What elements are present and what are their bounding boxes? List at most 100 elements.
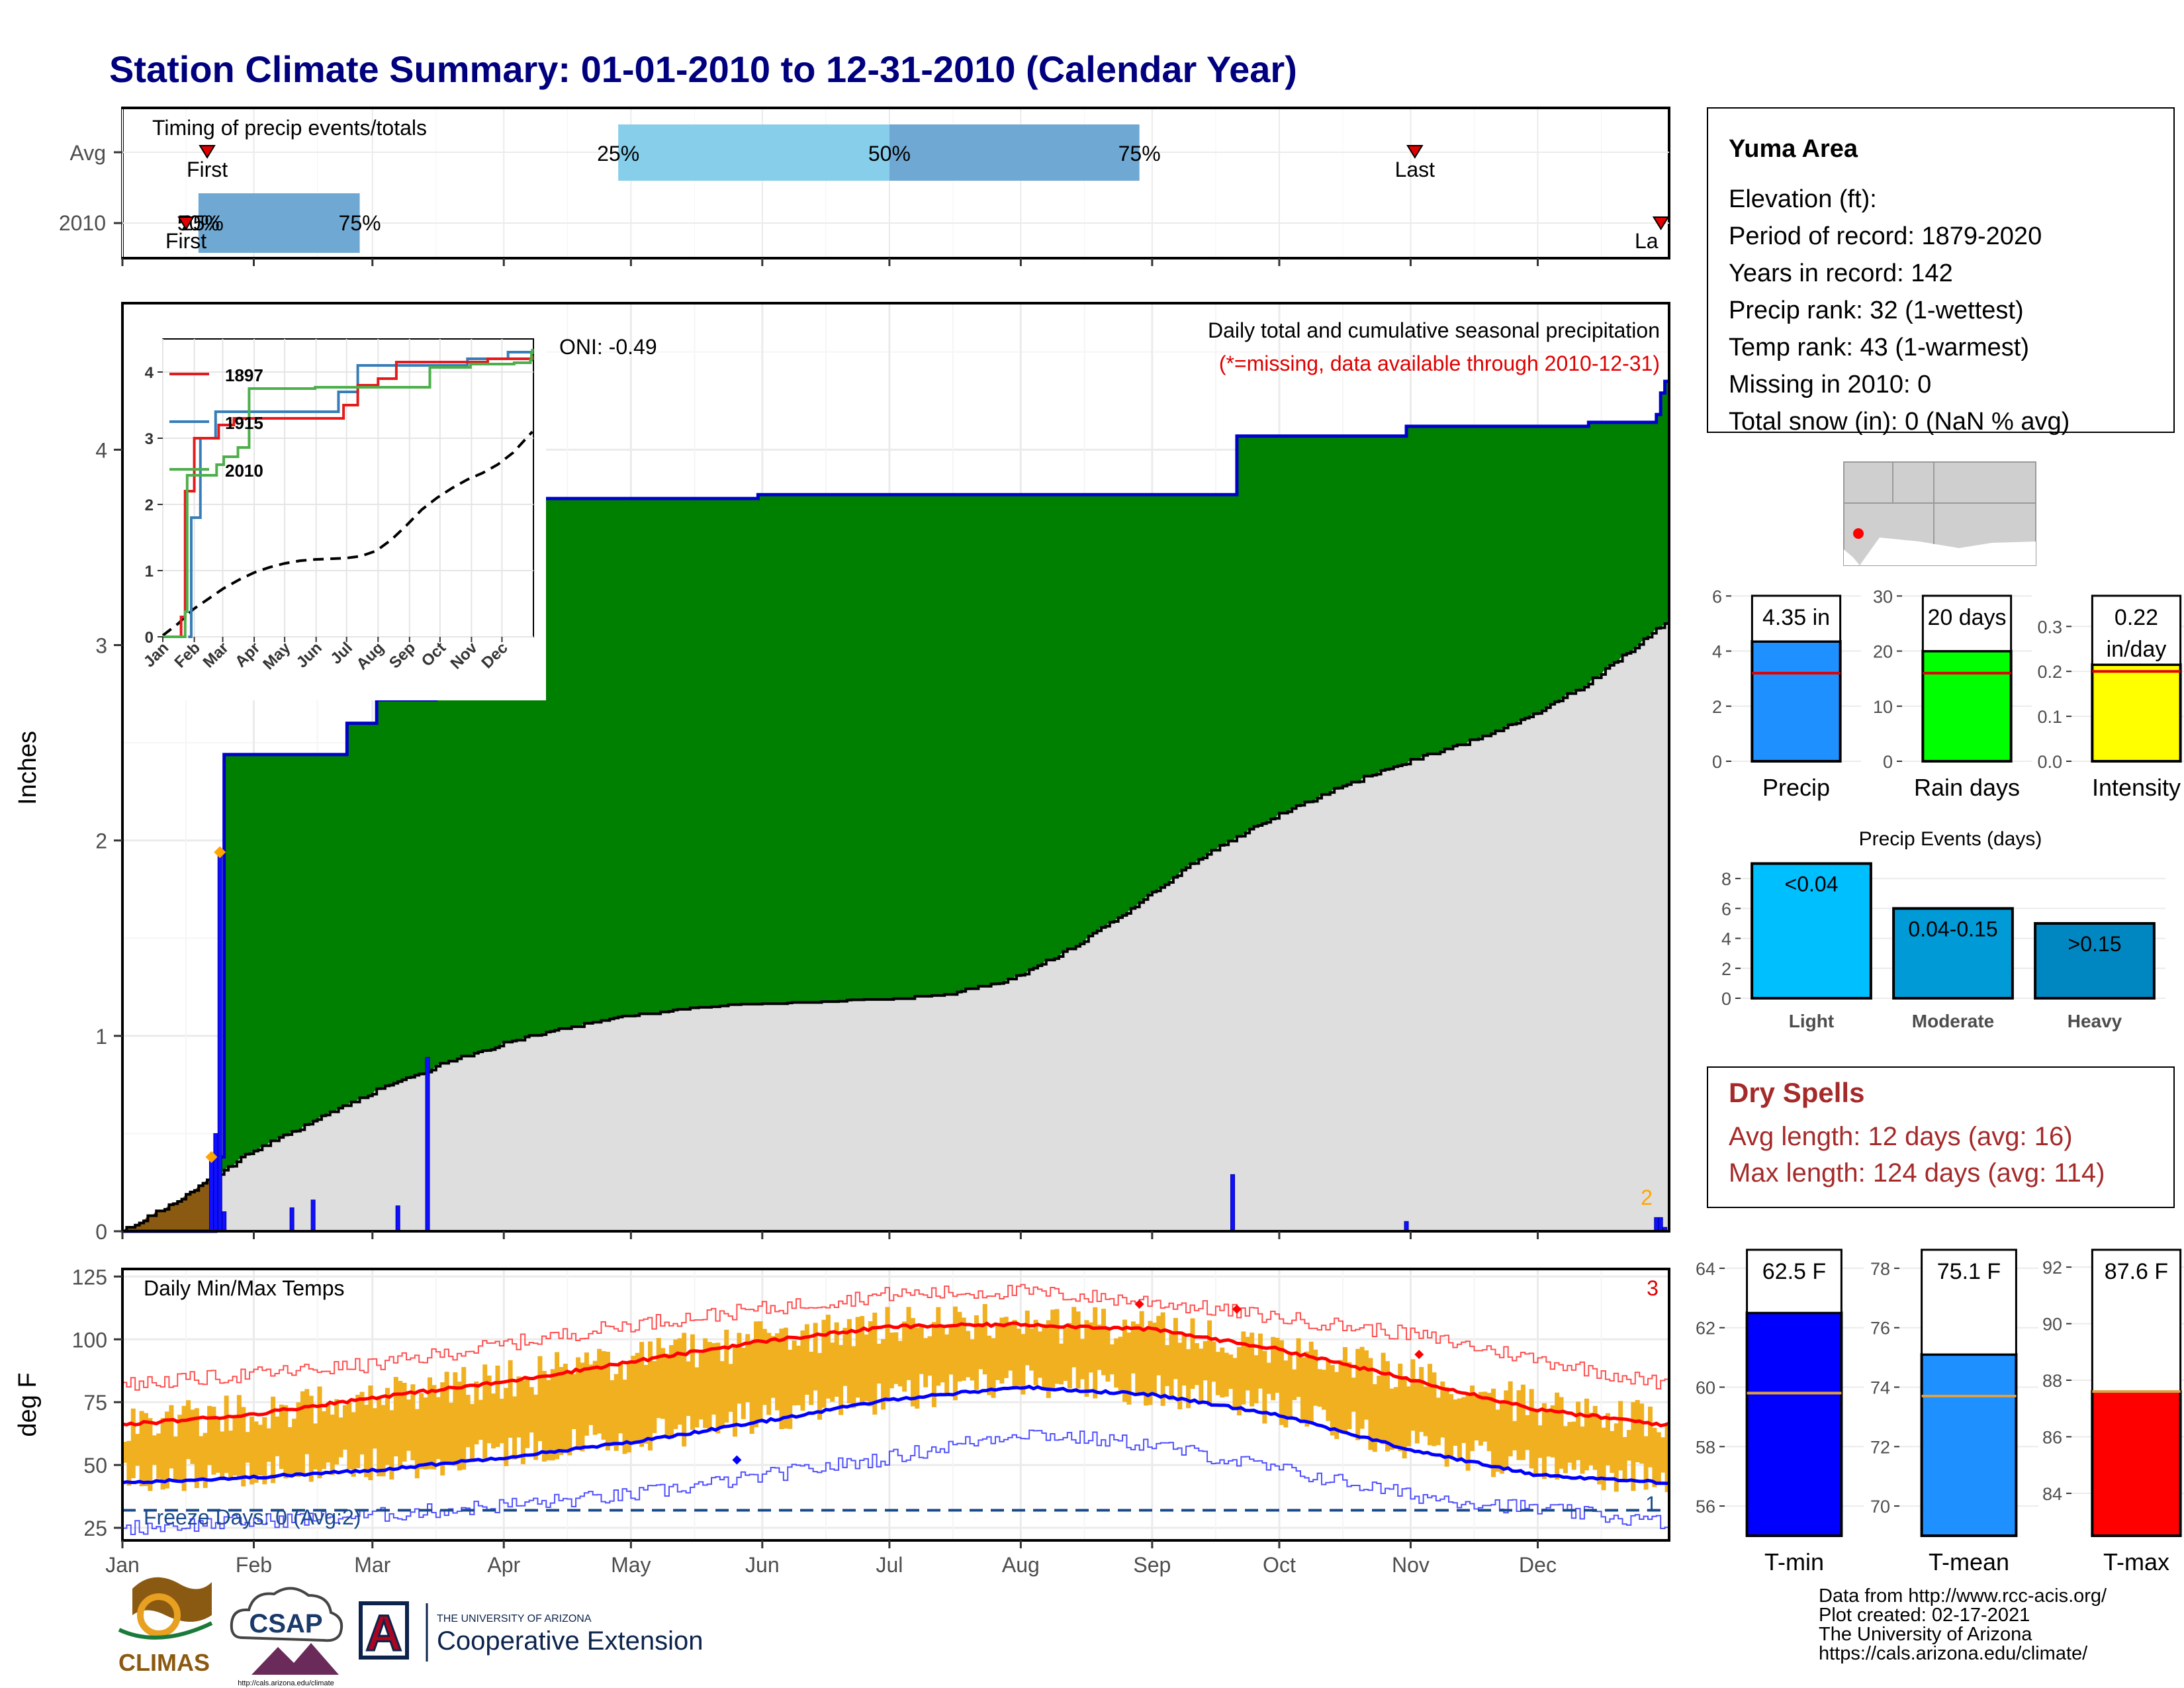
- daily-temp-bar: [1186, 1349, 1191, 1409]
- daily-temp-bar: [1372, 1384, 1377, 1452]
- month-label: Nov: [1392, 1553, 1430, 1577]
- daily-temp-bar: [1088, 1322, 1093, 1373]
- daily-temp-bar: [893, 1332, 899, 1384]
- daily-temp-bar: [326, 1402, 331, 1463]
- daily-temp-bar: [1097, 1325, 1102, 1370]
- rain-days-tick-label: 10: [1873, 697, 1893, 717]
- info-precip-rank: Precip rank: 32 (1-wettest): [1729, 297, 2024, 324]
- daily-temp-bar: [1067, 1323, 1072, 1389]
- daily-temp-bar: [1453, 1399, 1458, 1446]
- daily-temp-bar: [605, 1352, 610, 1451]
- month-label: Feb: [236, 1553, 272, 1577]
- daily-temp-bar: [690, 1334, 695, 1430]
- daily-temp-bar: [567, 1372, 572, 1456]
- daily-temp-bar: [1224, 1352, 1229, 1397]
- daily-temp-bar: [165, 1411, 170, 1489]
- daily-temp-bar: [1449, 1393, 1454, 1459]
- daily-temp-bar: [1402, 1376, 1407, 1459]
- daily-temp-bar: [440, 1382, 445, 1476]
- daily-temp-bar: [1071, 1307, 1077, 1368]
- ua-logo: A THE UNIVERSITY OF ARIZONA Cooperative …: [359, 1601, 703, 1663]
- event-range-label: >0.15: [2068, 932, 2122, 956]
- daily-temp-bar: [1555, 1392, 1560, 1479]
- month-label: Oct: [1263, 1553, 1296, 1577]
- avg-p75-label: 75%: [1118, 142, 1161, 165]
- daily-temp-bar: [368, 1385, 373, 1481]
- daily-temp-bar: [279, 1404, 284, 1470]
- inset-normal-line: [161, 430, 533, 637]
- daily-temp-bar: [300, 1391, 305, 1476]
- daily-temp-bar: [1368, 1358, 1373, 1450]
- daily-temp-bar: [203, 1432, 208, 1488]
- daily-temp-bar: [250, 1417, 255, 1485]
- daily-temp-bar: [1461, 1397, 1467, 1443]
- daily-temp-bar: [732, 1347, 737, 1437]
- daily-temp-bar: [1652, 1427, 1657, 1487]
- daily-temp-bar: [1037, 1331, 1042, 1378]
- footer-line-3: The University of Arizona: [1819, 1624, 2032, 1645]
- daily-temp-bar: [1406, 1386, 1412, 1446]
- precip-total-xlabel: Precip: [1762, 774, 1830, 801]
- daily-temp-bar: [1647, 1406, 1653, 1468]
- daily-temp-bar: [830, 1342, 835, 1402]
- month-label: Dec: [1519, 1553, 1557, 1577]
- precip-total-tick-label: 6: [1712, 586, 1722, 606]
- daily-temp-bar: [919, 1324, 924, 1374]
- footer-line-1: Data from http://www.rcc-acis.org/: [1819, 1585, 2107, 1607]
- daily-temp-bar: [1563, 1426, 1568, 1474]
- avg-bar-25-50: [618, 124, 889, 181]
- rain-days-tick-label: 20: [1873, 642, 1893, 662]
- daily-precip-bar: [425, 1056, 430, 1232]
- daily-temp-bar: [414, 1409, 420, 1479]
- tmean-bar: [1920, 1353, 2018, 1537]
- daily-temp-bar: [1622, 1436, 1627, 1481]
- daily-temp-bar: [1275, 1337, 1280, 1393]
- daily-temp-bar: [571, 1374, 576, 1429]
- daily-temp-bar: [1173, 1317, 1178, 1380]
- daily-temp-bar: [639, 1342, 645, 1447]
- daily-temp-bar: [1330, 1365, 1335, 1436]
- daily-temp-bar: [1118, 1336, 1123, 1391]
- dry-spells-box: Dry Spells Avg length: 12 days (avg: 16)…: [1707, 1066, 2175, 1208]
- daily-precip-bar: [222, 1211, 227, 1232]
- daily-temp-bar: [1084, 1320, 1089, 1397]
- month-label: Apr: [487, 1553, 520, 1577]
- daily-temp-bar: [1109, 1344, 1115, 1375]
- daily-temp-bar: [245, 1432, 250, 1463]
- daily-temp-bar: [1639, 1403, 1645, 1464]
- daily-temp-bar: [139, 1411, 144, 1487]
- daily-temp-bar: [432, 1385, 437, 1470]
- daily-temp-bar: [1152, 1322, 1157, 1395]
- tmin-tick-label: 56: [1696, 1497, 1715, 1517]
- daily-precip-bar: [1230, 1174, 1236, 1232]
- daily-temp-bar: [1313, 1349, 1318, 1406]
- avg-p50-label: 50%: [868, 142, 911, 165]
- tmax-bar: [2091, 1390, 2182, 1538]
- daily-temp-bar: [1571, 1421, 1576, 1470]
- daily-temp-bar: [1567, 1422, 1572, 1463]
- info-frame: [1707, 107, 2175, 433]
- daily-temp-bar: [622, 1380, 627, 1454]
- inset-legend-1915: 1915: [225, 413, 263, 433]
- daily-temp-bar: [800, 1330, 805, 1411]
- precip-panel-frame: [121, 302, 1670, 1233]
- daily-temp-bar: [1584, 1398, 1589, 1471]
- rain-days-tick-label: 30: [1873, 586, 1893, 606]
- daily-temp-bar: [398, 1381, 403, 1467]
- daily-temp-bar: [910, 1318, 915, 1407]
- ua-logo-block: [359, 1601, 409, 1660]
- temp-ylabel: deg F: [14, 1372, 42, 1436]
- daily-temp-bar: [1207, 1320, 1212, 1406]
- tmin-bar: [1745, 1311, 1843, 1537]
- daily-temp-bar: [1478, 1391, 1483, 1446]
- daily-temp-bar: [766, 1333, 772, 1415]
- record-high-marker: [1134, 1299, 1144, 1309]
- events-tick-label: 0: [1721, 989, 1731, 1009]
- daily-temp-bar: [626, 1362, 631, 1453]
- dry-spells-title: Dry Spells: [1729, 1077, 1864, 1108]
- daily-temp-bar: [754, 1321, 759, 1428]
- inset-y-tick-label: 1: [145, 563, 154, 581]
- temp-panel-frame: [121, 1268, 1670, 1542]
- daily-temp-bar: [207, 1405, 212, 1465]
- daily-temp-bar: [148, 1418, 153, 1491]
